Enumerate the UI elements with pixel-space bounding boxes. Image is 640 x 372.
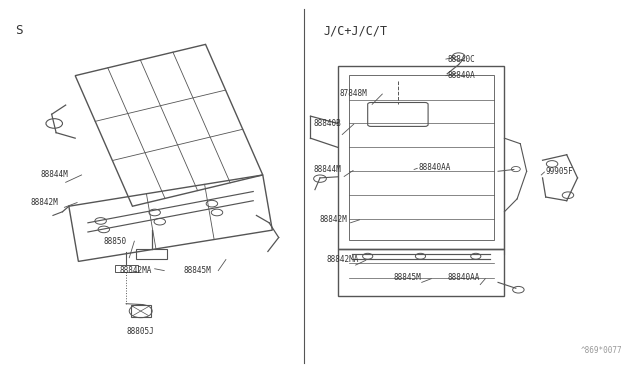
Text: 88842MA: 88842MA xyxy=(326,255,359,264)
Text: ^869*0077: ^869*0077 xyxy=(580,346,622,355)
Text: 87848M: 87848M xyxy=(339,89,367,98)
Text: S: S xyxy=(15,24,22,37)
Text: 88845M: 88845M xyxy=(393,273,421,282)
Text: 88805J: 88805J xyxy=(126,327,154,336)
Text: 88842MA: 88842MA xyxy=(120,266,152,275)
Text: 88842M: 88842M xyxy=(320,215,348,224)
Bar xyxy=(131,305,151,317)
Text: 88845M: 88845M xyxy=(183,266,211,275)
Text: 88842M: 88842M xyxy=(31,198,58,207)
Text: 88840AA: 88840AA xyxy=(447,273,479,282)
Text: 88850: 88850 xyxy=(104,237,127,246)
Text: 88840AA: 88840AA xyxy=(419,163,451,172)
Text: 99905F: 99905F xyxy=(546,167,573,176)
Text: 88840B: 88840B xyxy=(314,119,341,128)
Bar xyxy=(115,265,138,272)
Text: 88844M: 88844M xyxy=(314,165,341,174)
Text: 88840A: 88840A xyxy=(447,71,475,80)
Text: J/C+J/C/T: J/C+J/C/T xyxy=(323,24,387,37)
Text: 88840C: 88840C xyxy=(447,55,475,64)
Bar xyxy=(136,248,168,259)
Text: 88844M: 88844M xyxy=(40,170,68,179)
